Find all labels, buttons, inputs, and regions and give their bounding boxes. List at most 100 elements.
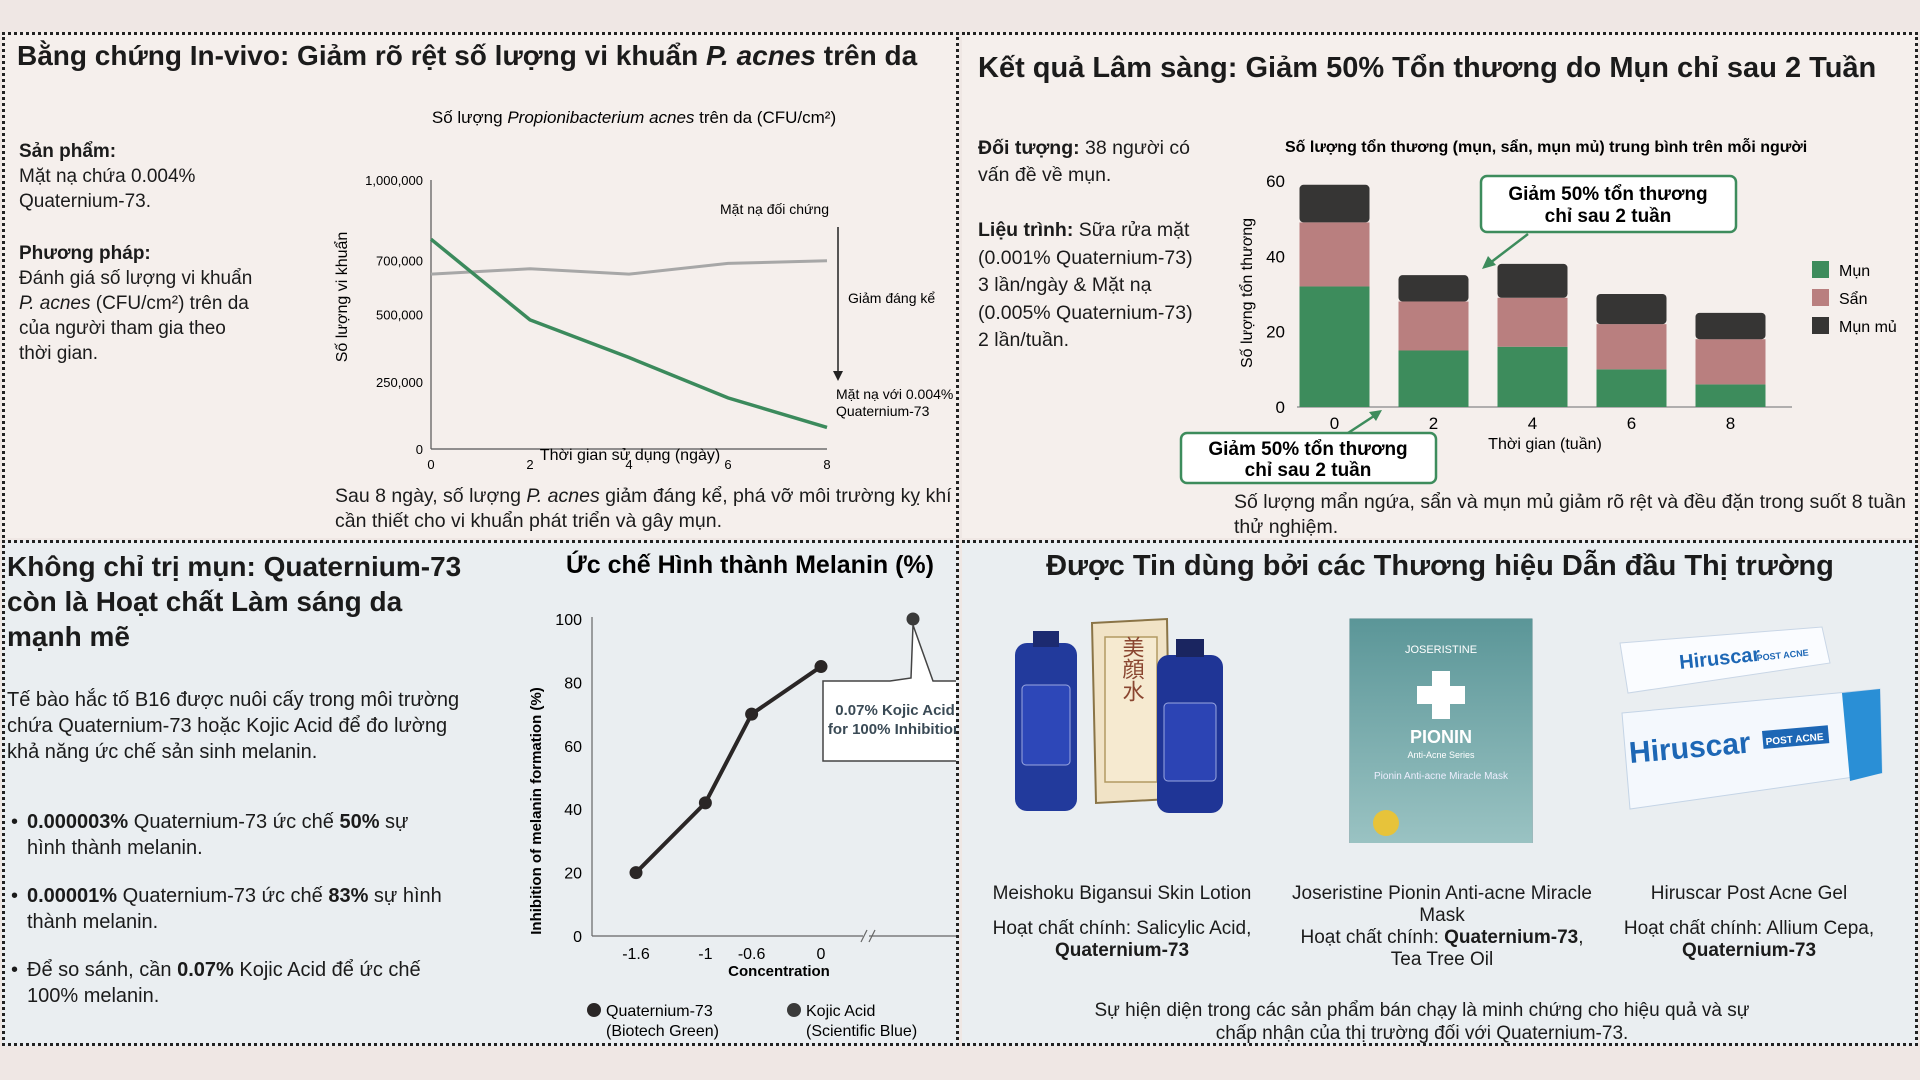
bar-segment-Sẩn xyxy=(1497,297,1568,347)
lesion-stacked-bar-chart: Số lượng tổn thương (mụn, sẩn, mụn mủ) t… xyxy=(1179,137,1897,485)
bullet-item-3: Để so sánh, cần 0.07% Kojic Acid để ức c… xyxy=(11,957,451,1009)
chart3-y-tick: 80 xyxy=(564,675,582,692)
pionin-brand: PIONIN xyxy=(1410,727,1472,747)
control-series-label: Mặt nạ đối chứng xyxy=(720,201,829,217)
chart1-x-tick: 6 xyxy=(724,457,731,472)
panel4-caption: Sự hiện diện trong các sản phẩm bán chạy… xyxy=(1094,1000,1750,1044)
panel-melanin-inhibition: Không chỉ trị mụn: Quaternium-73 còn là … xyxy=(2,540,959,1046)
chart1-title: Số lượng Propionibacterium acnes trên da… xyxy=(432,108,836,127)
callout-top-line1: Giảm 50% tổn thương xyxy=(1508,184,1707,205)
quaternium-series-line xyxy=(634,664,823,875)
panel1-product: Sản phẩm: Mặt nạ chứa 0.004% Quaternium-… xyxy=(19,139,249,214)
chart1-xlabel: Thời gian sử dụng (ngày) xyxy=(540,447,720,464)
product-label: Sản phẩm: xyxy=(19,141,117,162)
product-ingredients-hiruscar: Hoạt chất chính: Allium Cepa, Quaternium… xyxy=(1623,918,1875,961)
panel2-caption: Số lượng mẩn ngứa, sẩn và mụn mủ giảm rõ… xyxy=(1234,491,1906,538)
chart2-y-tick: 40 xyxy=(1266,247,1285,266)
chart3-ylabel: Inhibition of melanin formation (%) xyxy=(528,687,545,934)
bar-segment-Mụn xyxy=(1299,286,1370,407)
joseristine-brand: JOSERISTINE xyxy=(1405,644,1477,656)
callout-top-line2: chỉ sau 2 tuần xyxy=(1545,206,1672,227)
panel2-title: Kết quả Lâm sàng: Giảm 50% Tổn thương do… xyxy=(978,52,1877,84)
caption1-pre: Sau 8 ngày, số lượng xyxy=(335,485,527,507)
panel2-subject: Đối tượng: 38 người có vấn đề về mụn. xyxy=(978,135,1208,189)
chart1-ylabel: Số lượng vi khuẩn xyxy=(333,232,351,363)
product-ingredients-joseristine: Hoạt chất chính: Quaternium-73, Tea Tree… xyxy=(1300,927,1584,970)
treatment-series-line xyxy=(429,237,828,430)
chart3-y-tick: 60 xyxy=(564,739,582,756)
chart3-xlabel: Concentration xyxy=(728,963,830,980)
chart3-x-tick: -1.6 xyxy=(622,946,650,963)
method-text-italic: P. acnes xyxy=(19,293,91,314)
chart3-x-tick: -0.6 xyxy=(738,946,766,963)
kojic-callout-line1: 0.07% Kojic Acid xyxy=(835,702,955,719)
caption1-italic: P. acnes xyxy=(526,485,600,507)
legend-sub-kojic: (Scientific Blue) xyxy=(806,1023,917,1040)
chart2-x-tick: 0 xyxy=(1330,414,1339,433)
chart2-y-tick: 20 xyxy=(1266,323,1285,342)
subject-text: 38 người có vấn đề về mụn. xyxy=(978,137,1191,186)
method-text: Đánh giá số lượng vi khuẩn P. acnes (CFU… xyxy=(19,266,259,366)
chart2-x-tick: 8 xyxy=(1726,414,1735,433)
product-name-joseristine: Joseristine Pionin Anti-acne Miracle Mas… xyxy=(1292,883,1592,926)
legend-label: Sẩn xyxy=(1839,290,1867,308)
hiruscar-box-tag: POST ACNE xyxy=(1765,732,1824,748)
bar-segment-Mụn mủ xyxy=(1299,184,1370,223)
callout-box-top xyxy=(1479,174,1738,234)
bar-segment-Mụn xyxy=(1596,369,1667,407)
quaternium-point xyxy=(814,660,828,674)
product-caption-meishoku: Meishoku Bigansui Skin Lotion Hoạt chất … xyxy=(982,883,1262,962)
control-series-line xyxy=(430,259,828,276)
chart3-title: Ức chế Hình thành Melanin (%) xyxy=(566,549,934,579)
bar-segment-Mụn mủ xyxy=(1398,275,1469,302)
kojic-callout-line2: for 100% Inhibition xyxy=(828,721,959,738)
bar-segment-Mụn xyxy=(1398,350,1469,407)
panel1-title-text-end: trên da xyxy=(816,40,918,71)
axis-break-mark xyxy=(860,929,868,943)
product-image-meishoku: 美顔水 xyxy=(1015,617,1223,813)
panel1-caption: Sau 8 ngày, số lượng P. acnes giảm đáng … xyxy=(335,484,955,534)
chart3-x-tick: 0 xyxy=(817,946,826,963)
product-ingredients-meishoku: Hoạt chất chính: Salicylic Acid, Quatern… xyxy=(992,918,1252,961)
callout-top-arrowhead xyxy=(1482,256,1496,269)
chart2-y-tick: 60 xyxy=(1266,172,1285,191)
legend-marker-kojic xyxy=(787,1003,801,1017)
product-name-meishoku: Meishoku Bigansui Skin Lotion xyxy=(992,883,1252,904)
panel-pacnes-evidence: Bằng chứng In-vivo: Giảm rõ rệt số lượng… xyxy=(2,32,959,538)
legend-swatch xyxy=(1812,289,1829,306)
treatment-series-label-2: Quaternium-73 xyxy=(836,403,930,419)
chart2-x-tick: 6 xyxy=(1627,414,1636,433)
chart1-x-tick: 0 xyxy=(427,457,434,472)
chart2-title: Số lượng tổn thương (mụn, sẩn, mụn mủ) t… xyxy=(1285,137,1807,156)
quaternium-point xyxy=(629,866,643,880)
panel4-title: Được Tin dùng bởi các Thương hiệu Dẫn đầ… xyxy=(1046,550,1834,582)
chart3-y-tick: 0 xyxy=(573,929,582,946)
product-images: 美顔水 JOSERISTINE PIONIN Anti-Acne Series … xyxy=(1015,617,1883,843)
legend-swatch xyxy=(1812,317,1829,334)
chart1-y-tick: 500,000 xyxy=(376,308,423,323)
axis-break-mark xyxy=(868,929,876,943)
chart3-y-tick: 40 xyxy=(564,802,582,819)
legend-label-quaternium: Quaternium-73 xyxy=(606,1003,713,1020)
bar-segment-Mụn xyxy=(1497,346,1568,407)
chart2-x-tick: 2 xyxy=(1429,414,1438,433)
bar-segment-Sẩn xyxy=(1398,301,1469,351)
product-caption-hiruscar: Hiruscar Post Acne Gel Hoạt chất chính: … xyxy=(1614,883,1884,962)
chart2-xlabel: Thời gian (tuần) xyxy=(1488,436,1602,453)
quaternium-point xyxy=(745,707,759,721)
legend-label: Mụn mủ xyxy=(1839,319,1897,336)
callout-bottom-line2: chỉ sau 2 tuần xyxy=(1245,460,1372,481)
product-text: Mặt nạ chứa 0.004% Quaternium-73. xyxy=(19,166,196,212)
product-caption-joseristine: Joseristine Pionin Anti-acne Miracle Mas… xyxy=(1292,883,1592,971)
chart1-y-tick: 250,000 xyxy=(376,375,423,390)
legend-swatch xyxy=(1812,261,1829,278)
panel1-title-italic: P. acnes xyxy=(705,40,817,71)
quaternium-point xyxy=(698,796,712,810)
legend-label-kojic: Kojic Acid xyxy=(806,1003,875,1020)
panel1-title: Bằng chứng In-vivo: Giảm rõ rệt số lượng… xyxy=(17,39,956,73)
legend-marker-quaternium xyxy=(587,1003,601,1017)
product-name-hiruscar: Hiruscar Post Acne Gel xyxy=(1650,883,1848,904)
callout-bottom-arrowhead xyxy=(1369,410,1382,421)
treatment-series-label-1: Mặt nạ với 0.004% xyxy=(836,386,953,402)
bar-segment-Mụn xyxy=(1695,384,1766,407)
